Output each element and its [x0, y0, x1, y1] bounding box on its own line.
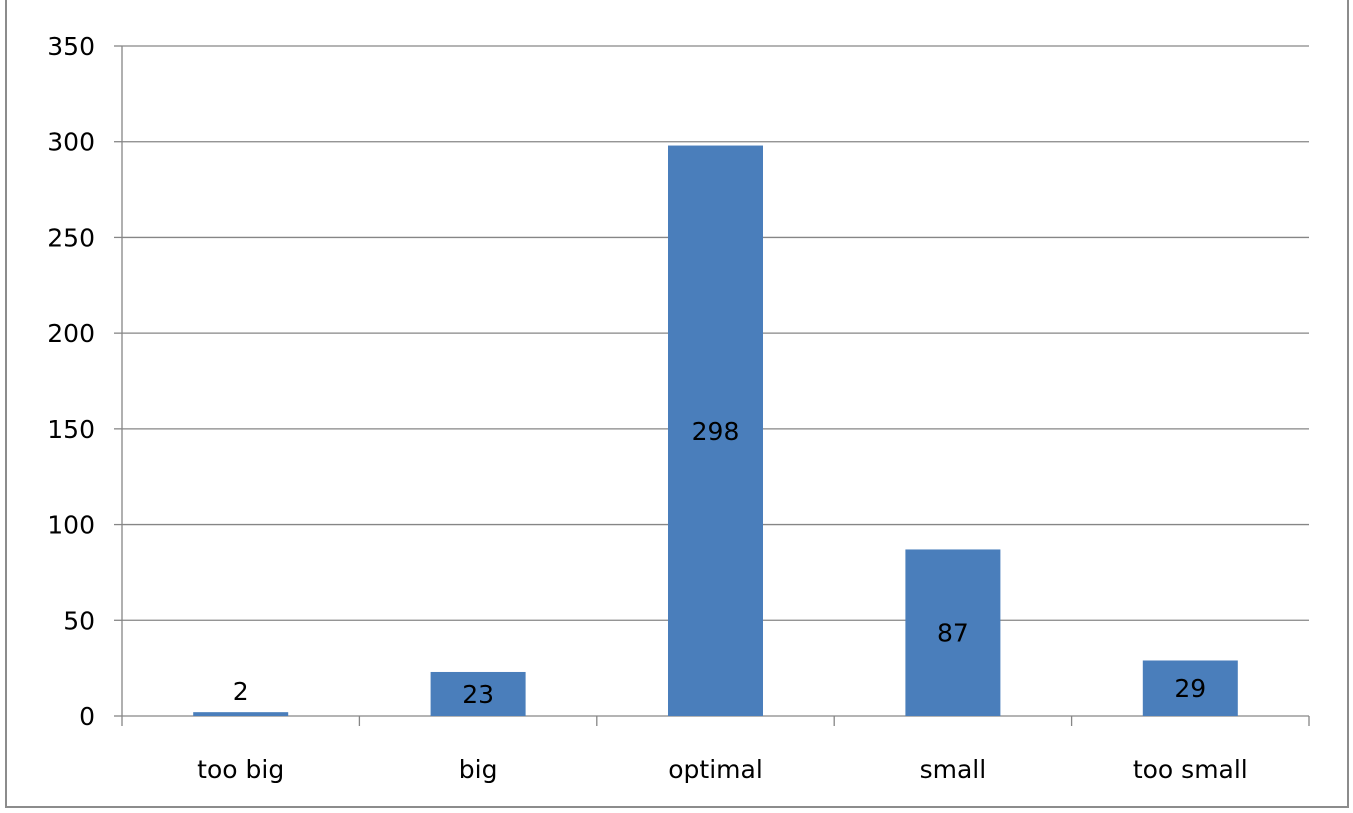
x-tick-label: too small: [1133, 755, 1248, 784]
y-tick-label: 150: [47, 415, 95, 444]
data-label: 298: [692, 417, 740, 446]
y-tick-label: 250: [47, 223, 95, 252]
data-label: 2: [233, 677, 249, 706]
x-tick-label: optimal: [668, 755, 763, 784]
bar-too-small: [1142, 660, 1238, 716]
x-tick-label: small: [920, 755, 987, 784]
data-label: 87: [937, 619, 969, 648]
bar-small: [905, 549, 1001, 716]
y-tick-label: 300: [47, 128, 95, 157]
y-tick-label: 50: [63, 606, 95, 635]
x-tick-label: too big: [197, 755, 284, 784]
data-label: 29: [1174, 674, 1206, 703]
labels: 0 50 100 150 200 250 300 350 too big 2 big 23 optima…: [47, 32, 1247, 784]
y-tick-label: 0: [79, 702, 95, 731]
y-tick-label: 100: [47, 511, 95, 540]
y-tick-label: 350: [47, 32, 95, 61]
bar-too-big: [193, 712, 289, 716]
bars: [193, 145, 1238, 717]
x-tick-label: big: [459, 755, 498, 784]
y-tick-label: 200: [47, 319, 95, 348]
bar-optimal: [668, 145, 763, 717]
bar-big: [430, 671, 526, 716]
data-label: 23: [462, 680, 494, 709]
